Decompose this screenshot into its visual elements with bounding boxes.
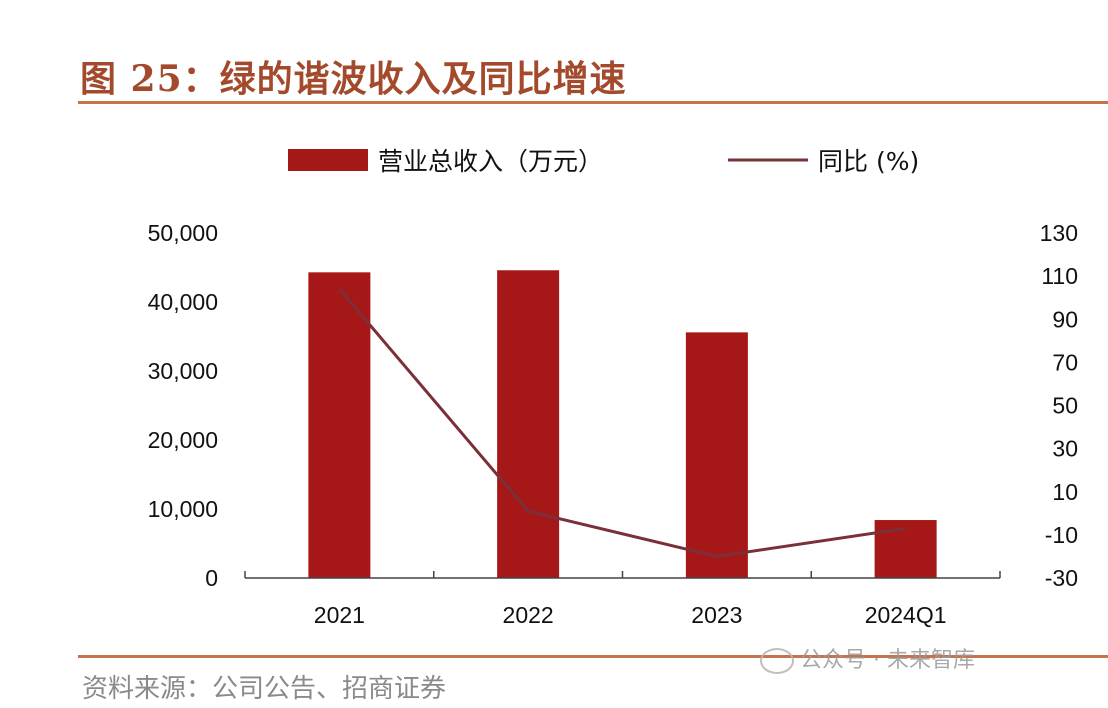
right-tick-label: 110 (1041, 263, 1078, 289)
left-tick-label: 20,000 (148, 427, 218, 453)
x-tick-label-2023: 2023 (691, 602, 742, 628)
right-tick-label: 130 (1040, 220, 1078, 246)
watermark-text: 公众号 · 未来智库 (800, 648, 975, 673)
bar-2023 (685, 332, 748, 578)
left-tick-label: 40,000 (148, 289, 218, 315)
legend-bar-swatch (288, 149, 368, 171)
legend-line-label: 同比 (%) (818, 147, 919, 176)
title-rule (78, 101, 1108, 104)
watermark: 公众号 · 未来智库 (760, 642, 975, 674)
bar-2022 (497, 270, 560, 578)
bar-2021 (308, 272, 371, 578)
left-tick-label: 50,000 (148, 220, 218, 246)
right-tick-label: 90 (1052, 306, 1078, 332)
left-tick-label: 10,000 (148, 496, 218, 522)
right-tick-label: 10 (1052, 479, 1078, 505)
left-tick-label: 30,000 (148, 358, 218, 384)
figure-title: 图 25：绿的谐波收入及同比增速 (80, 58, 627, 100)
source-note: 资料来源：公司公告、招商证券 (82, 674, 447, 704)
x-tick-label-2024Q1: 2024Q1 (865, 602, 947, 628)
right-tick-label: 70 (1052, 349, 1078, 375)
growth-line (338, 288, 906, 558)
right-tick-label: -10 (1045, 522, 1078, 548)
right-tick-label: -30 (1045, 565, 1078, 591)
right-tick-label: 50 (1052, 393, 1078, 419)
right-tick-label: 30 (1052, 436, 1078, 462)
left-tick-label: 0 (205, 565, 218, 591)
x-tick-label-2022: 2022 (503, 602, 554, 628)
legend-bar-label: 营业总收入（万元） (378, 147, 603, 176)
chart-svg: 2021 2022 2023 2024Q1 0 10,000 20,000 30,000 40,… (148, 147, 1078, 628)
x-tick-label-2021: 2021 (314, 602, 365, 628)
bottom-rule (78, 655, 1108, 658)
wechat-icon (760, 648, 794, 674)
